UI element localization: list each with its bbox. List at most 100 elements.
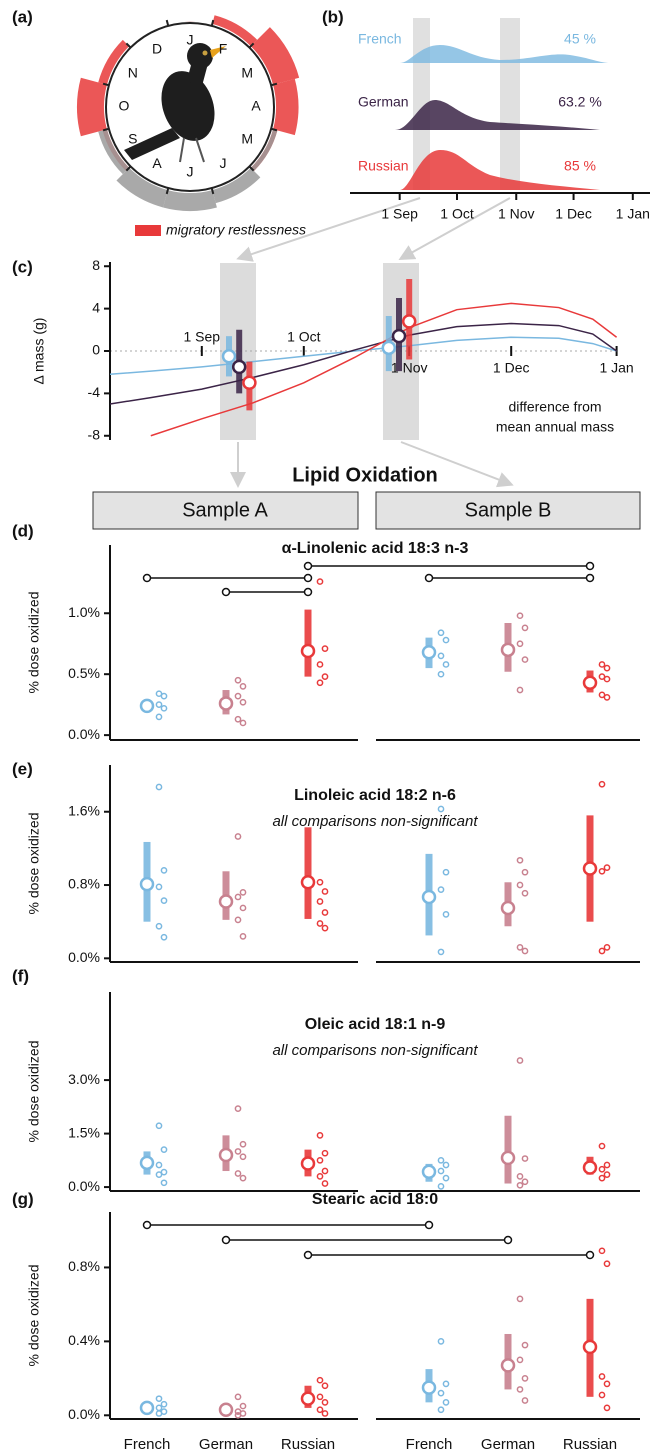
group-mean: [582, 675, 598, 690]
legend-label: migratory restlessness: [166, 222, 306, 238]
sample-header: [92, 491, 359, 530]
individual-point: [316, 878, 324, 886]
month-label: S: [128, 131, 137, 147]
individual-point: [603, 864, 611, 871]
individual-point: [598, 1165, 606, 1173]
individual-point: [160, 933, 168, 941]
panel-label: (g): [12, 1189, 34, 1208]
individual-point: [442, 636, 450, 644]
individual-point: [442, 1174, 450, 1182]
individual-point: [160, 1400, 168, 1408]
month-label: J: [220, 155, 227, 171]
individual-point: [239, 1402, 247, 1410]
month-label: A: [251, 98, 261, 114]
individual-point: [437, 1389, 445, 1397]
individual-point: [316, 1406, 324, 1414]
individual-point: [442, 1161, 450, 1169]
group-mean: [139, 876, 155, 892]
individual-point: [437, 1183, 445, 1190]
group-mean: [582, 861, 598, 876]
ridge-share: 45 %: [564, 31, 596, 47]
interval: [304, 609, 312, 677]
panel-title: Linoleic acid 18:2 n-6: [294, 787, 456, 804]
group-mean: [582, 1160, 598, 1175]
individual-point: [160, 867, 168, 874]
individual-point: [516, 943, 524, 951]
month-tick: [125, 165, 132, 172]
individual-point: [321, 645, 329, 652]
individual-point: [155, 713, 163, 721]
month-label: M: [241, 131, 253, 147]
individual-point: [603, 1260, 611, 1268]
clock-face: [105, 22, 275, 192]
y-tick-label: 1.5%: [68, 1124, 100, 1140]
individual-point: [442, 868, 450, 876]
individual-point: [321, 673, 329, 680]
individual-point: [155, 1410, 163, 1417]
individual-point: [521, 1341, 529, 1349]
individual-point: [442, 1399, 450, 1406]
individual-point: [234, 1170, 242, 1177]
individual-point: [316, 1173, 324, 1180]
connector-arrows: [230, 197, 514, 488]
individual-point: [603, 1171, 611, 1178]
month-tick: [248, 42, 255, 49]
panel-subtitle: all comparisons non-significant: [272, 813, 478, 830]
y-tick-label: 0: [92, 342, 100, 358]
month-label: F: [219, 41, 228, 57]
group-mean: [218, 696, 234, 711]
individual-point: [516, 1386, 524, 1393]
individual-point: [598, 867, 606, 875]
individual-point: [437, 670, 445, 678]
group-mean: [500, 642, 516, 658]
individual-point: [316, 661, 324, 668]
individual-point: [598, 1142, 606, 1150]
individual-point: [598, 1373, 606, 1380]
y-axis-label: % dose oxidized: [26, 1265, 42, 1367]
month-tick: [270, 82, 278, 87]
restlessness-bar: [273, 78, 299, 136]
restlessness-bar: [163, 190, 217, 212]
ridge-share: 85 %: [564, 158, 596, 174]
group-mean: [300, 1156, 316, 1171]
individual-point: [603, 1380, 611, 1388]
mass-mean: [381, 340, 397, 356]
individual-point: [160, 704, 168, 712]
month-tick: [248, 165, 255, 172]
individual-point: [234, 692, 242, 700]
individual-point: [598, 780, 606, 788]
individual-point: [598, 1247, 606, 1255]
individual-point: [603, 1161, 611, 1169]
y-tick-label: 0.0%: [68, 949, 100, 965]
panel-title: Oleic acid 18:1 n-9: [305, 1016, 446, 1033]
panel-label: (d): [12, 521, 34, 540]
individual-point: [321, 909, 329, 916]
individual-point: [160, 1146, 168, 1153]
individual-point: [521, 1155, 529, 1162]
month-tick: [210, 19, 215, 27]
individual-point: [516, 686, 524, 694]
individual-point: [234, 676, 242, 684]
heading: Lipid Oxidation: [292, 464, 438, 486]
restlessness-bar: [212, 15, 258, 47]
restlessness-bar: [250, 129, 278, 171]
restlessness-bar: [212, 167, 261, 204]
individual-point: [155, 783, 163, 791]
y-tick-label: 0.4%: [68, 1332, 100, 1348]
month-label: N: [128, 65, 138, 81]
mass-mean: [231, 359, 247, 375]
individual-point: [516, 1173, 524, 1180]
individual-point: [239, 932, 247, 940]
group-mean: [421, 1380, 437, 1395]
individual-point: [521, 889, 529, 897]
individual-point: [442, 911, 450, 918]
individual-point: [321, 924, 329, 932]
individual-point: [239, 683, 247, 690]
month-tick: [165, 187, 170, 195]
individual-point: [155, 690, 163, 698]
ridge-name: French: [358, 31, 402, 47]
individual-point: [234, 916, 242, 924]
group-mean: [500, 1150, 516, 1166]
month-label: J: [187, 32, 194, 48]
y-tick-label: 0.8%: [68, 876, 100, 892]
